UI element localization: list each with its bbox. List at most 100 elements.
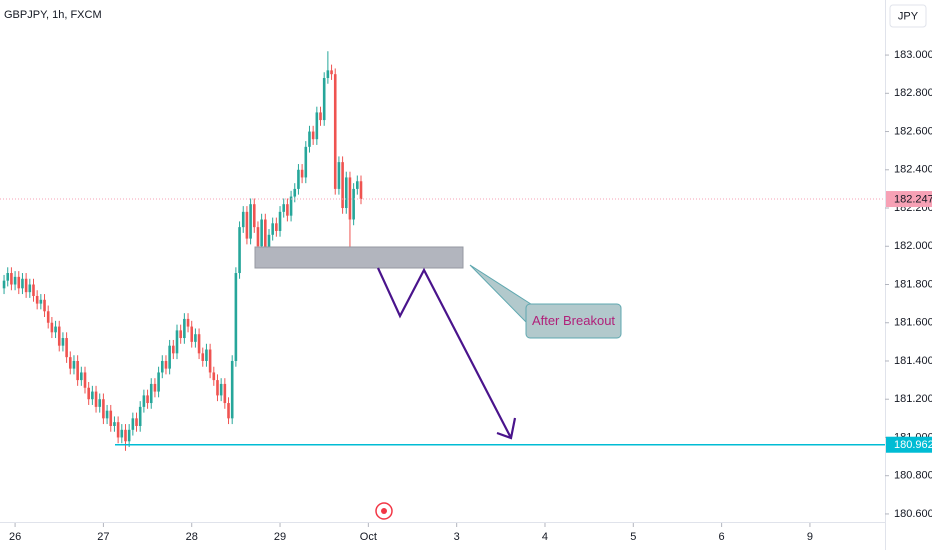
- candle-body: [72, 360, 76, 369]
- candle-body: [61, 338, 65, 346]
- candle-body: [131, 418, 135, 430]
- arrow-head: [496, 417, 517, 440]
- candle-body: [315, 112, 319, 140]
- x-tick-label: Oct: [360, 531, 377, 543]
- candle-body: [65, 338, 68, 358]
- candle-body: [216, 380, 219, 396]
- candle-body: [286, 204, 289, 216]
- price-badge: [886, 191, 932, 208]
- candle-body: [135, 418, 138, 426]
- candle-body: [105, 410, 109, 419]
- candle-body: [146, 395, 149, 404]
- candle-body: [113, 422, 116, 426]
- candle-body: [172, 345, 175, 354]
- candle-body: [300, 169, 304, 178]
- candle-body: [50, 322, 54, 333]
- candle-body: [311, 131, 315, 140]
- candle-body: [160, 360, 164, 373]
- price-badge: [886, 436, 932, 453]
- x-tick-label: 5: [630, 531, 636, 543]
- x-tick-label: 4: [542, 531, 548, 543]
- candle-body: [234, 273, 238, 361]
- candle-body: [127, 429, 131, 442]
- candle-body: [197, 334, 201, 354]
- chart-title: GBPJPY, 1h, FXCM: [4, 9, 102, 21]
- candle-body: [98, 399, 102, 407]
- candle-body: [252, 204, 256, 228]
- candle-body: [256, 227, 260, 247]
- candle-body: [116, 422, 120, 438]
- price-badge-label: 182.247: [894, 193, 932, 205]
- candle-body: [267, 234, 271, 251]
- candle-body: [304, 146, 308, 178]
- candle-body: [359, 181, 363, 200]
- x-tick-label: 27: [97, 531, 109, 543]
- candle-body: [28, 284, 32, 293]
- candle-body: [102, 399, 105, 419]
- y-tick-label: 182.800: [894, 87, 932, 99]
- candle-body: [289, 196, 293, 216]
- candle-body: [68, 357, 72, 369]
- candle-body: [194, 334, 197, 342]
- candle-body: [183, 318, 186, 339]
- event-icon-dot: [381, 508, 387, 514]
- candle-body: [175, 330, 179, 354]
- candle-body: [39, 299, 43, 304]
- candle-body: [57, 326, 61, 346]
- y-tick-label: 181.400: [894, 355, 932, 367]
- candle-body: [212, 372, 216, 381]
- candle-body: [186, 318, 190, 327]
- candle-body: [356, 181, 359, 189]
- candle-body: [190, 326, 194, 342]
- candle-body: [264, 219, 267, 251]
- candle-body: [230, 360, 234, 419]
- candle-body: [91, 391, 94, 400]
- candle-body: [10, 273, 13, 285]
- x-tick-label: 3: [454, 531, 460, 543]
- candle-body: [348, 177, 352, 220]
- candle-body: [352, 188, 355, 220]
- candle-body: [164, 360, 168, 369]
- candle-body: [120, 429, 124, 438]
- x-tick-label: 29: [274, 531, 286, 543]
- y-tick-label: 181.800: [894, 278, 932, 290]
- candle-body: [241, 211, 245, 228]
- candle-body: [13, 276, 17, 285]
- candle-body: [32, 284, 35, 296]
- candle-body: [138, 406, 142, 426]
- y-tick-label: 180.800: [894, 470, 932, 482]
- candle-body: [275, 223, 278, 231]
- candle-body: [76, 360, 79, 381]
- candle-body: [208, 349, 212, 373]
- y-tick-label: 183.000: [894, 49, 932, 61]
- candle-body: [6, 273, 10, 281]
- y-tick-label: 182.600: [894, 125, 932, 137]
- candle-body: [153, 383, 157, 392]
- callout-box: [525, 303, 622, 339]
- y-tick-label: 180.600: [894, 508, 932, 520]
- candle-body: [322, 78, 326, 121]
- x-tick-label: 6: [719, 531, 725, 543]
- candle-body: [205, 349, 208, 361]
- price-badge-label: 180.962: [894, 439, 932, 451]
- currency[interactable]: JPY: [898, 10, 919, 22]
- candle-body: [330, 70, 333, 75]
- candle-body: [109, 410, 113, 426]
- y-tick-label: 182.400: [894, 164, 932, 176]
- candle-body: [94, 391, 98, 407]
- currency-button[interactable]: [889, 4, 927, 28]
- x-tick-label: 28: [186, 531, 198, 543]
- candle-body: [24, 278, 28, 293]
- candle-body: [223, 383, 227, 404]
- candle-body: [21, 278, 24, 289]
- candle-body: [227, 403, 230, 419]
- candle-body: [46, 311, 50, 323]
- candle-body: [219, 383, 223, 396]
- candle-body: [201, 353, 205, 361]
- candle-body: [179, 330, 182, 339]
- y-tick-label: 181.600: [894, 317, 932, 329]
- candle-body: [43, 299, 46, 312]
- callout-text: After Breakout: [532, 313, 615, 328]
